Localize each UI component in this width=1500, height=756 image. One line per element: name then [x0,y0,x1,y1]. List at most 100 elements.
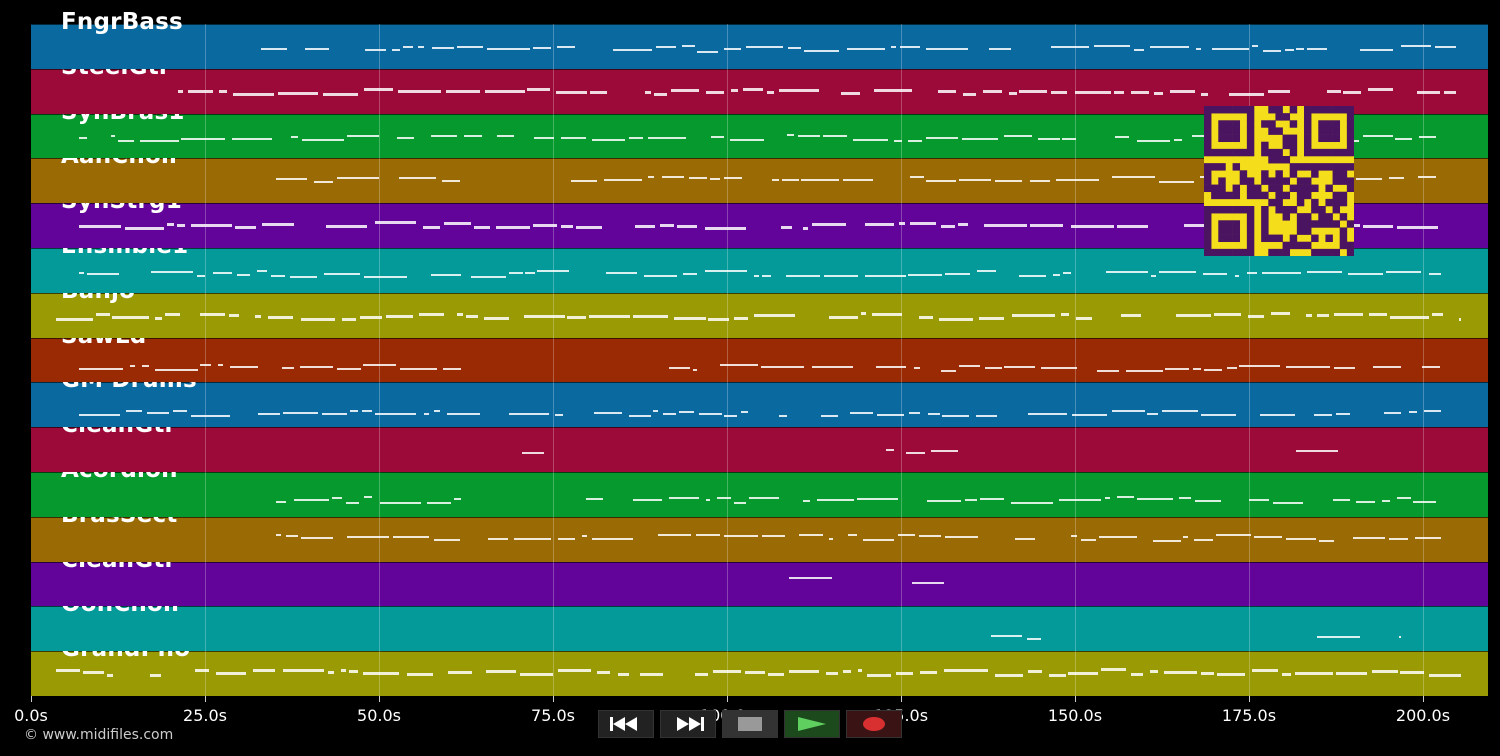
note [1029,179,1050,182]
note [197,275,206,278]
note [300,318,336,321]
note [257,413,280,416]
track-lane[interactable]: GM Drums [31,367,1488,428]
note [302,138,345,141]
note [508,413,550,416]
note [514,538,552,541]
note [886,448,895,451]
note [645,91,651,95]
note [1203,368,1222,371]
qr-code-icon[interactable] [1204,106,1355,257]
note [557,668,592,672]
note [236,273,250,276]
note [1434,46,1456,48]
axis-tick-label: 175.0s [1221,706,1277,725]
note [199,364,211,367]
note [365,48,386,51]
track-lane[interactable]: OohChoir [31,591,1488,652]
note [976,414,997,417]
fast-forward-icon [677,717,704,731]
note [323,273,361,276]
note [374,221,417,225]
track-lane[interactable]: BrasSect [31,502,1488,562]
note [1071,535,1077,538]
note [1417,90,1441,94]
note [1019,89,1047,93]
note [485,89,525,93]
note [894,140,902,143]
note [804,50,839,53]
record-button[interactable] [846,710,902,738]
note [1133,48,1144,51]
note [753,274,759,277]
copyright-text: © www.midifiles.com [24,727,174,743]
track-lane[interactable]: Acordion [31,457,1488,517]
note [919,534,941,537]
track-lane[interactable]: CleanGtr [31,547,1488,607]
track-lane[interactable]: SawLd [31,323,1488,383]
note [125,409,142,412]
note [167,223,175,227]
note [1050,91,1068,95]
axis-tick [1075,696,1076,702]
note [525,272,536,275]
note [537,270,570,273]
track-lane[interactable]: SteelGtr [31,54,1488,114]
note [1200,92,1209,96]
fast-forward-button[interactable] [660,710,716,738]
note [447,670,472,674]
note [730,139,764,142]
note [716,496,732,499]
axis-tick [379,696,380,702]
note [941,414,969,417]
note [1117,496,1135,499]
note [286,535,298,538]
note [761,366,805,369]
note [1072,413,1107,416]
note [561,225,573,229]
note [172,410,188,413]
note [811,222,846,226]
note [959,365,981,368]
play-button[interactable] [784,710,840,738]
note [419,313,444,317]
rewind-button[interactable] [598,710,654,738]
note [990,635,1022,638]
note [1048,673,1066,677]
note [1396,225,1439,229]
note [454,498,461,501]
track-lane[interactable]: FngrBass [31,9,1488,69]
note [346,535,390,538]
note [965,498,977,501]
note [779,415,788,418]
stop-button[interactable] [722,710,778,738]
track-lane[interactable]: CleanGtr [31,412,1488,472]
note [1334,367,1356,370]
note [944,273,971,275]
note [1159,270,1196,273]
note [647,137,687,139]
note [1112,175,1156,178]
note [591,538,633,541]
note [282,668,324,672]
track-lane[interactable]: GrandPno [31,636,1488,696]
note [812,365,854,368]
note [864,274,906,277]
note [978,316,1005,320]
note [596,671,611,675]
note [843,178,873,181]
note [1193,538,1214,541]
note [705,90,724,94]
note [363,87,393,91]
note [840,91,861,95]
note [926,48,969,51]
note [694,673,708,677]
note [82,671,105,675]
note [1120,314,1142,318]
note [290,275,317,278]
note [1200,671,1214,675]
note [1162,410,1198,413]
note [129,365,136,368]
note [557,538,575,541]
note [940,224,955,228]
